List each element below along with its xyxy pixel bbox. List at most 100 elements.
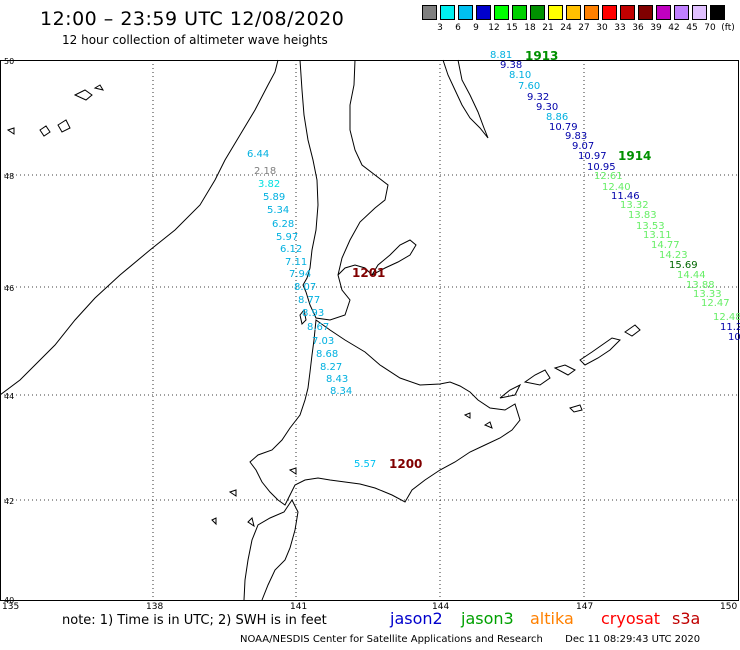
units-note: note: 1) Time is in UTC; 2) SWH is in fe… [62, 613, 327, 628]
mission-s3a: s3a [672, 609, 701, 628]
scale-label: 27 [578, 23, 590, 33]
latitude-label: 42 [4, 497, 15, 506]
wave-height-value: 8.43 [326, 374, 348, 385]
scale-swatch [674, 5, 689, 20]
wave-height-value: 12.47 [701, 298, 730, 309]
wave-height-value: 11.46 [611, 191, 640, 202]
wave-height-value: 12.48 [713, 312, 740, 323]
wave-height-value: 7.60 [518, 81, 540, 92]
latitude-label: 40 [4, 596, 15, 605]
scale-swatch [620, 5, 635, 20]
mission-jason2: jason2 [390, 609, 443, 628]
scale-label: 36 [632, 23, 644, 33]
longitude-label: 141 [290, 602, 308, 612]
wave-height-value: 13.33 [693, 289, 722, 300]
wave-height-value: 14.23 [659, 250, 688, 261]
scale-label: 15 [506, 23, 518, 33]
wave-height-value: 9.07 [572, 141, 594, 152]
wave-height-value: 9.38 [500, 60, 522, 71]
wave-height-value: 9.30 [536, 102, 558, 113]
scale-swatch [440, 5, 455, 20]
scale-label: 21 [542, 23, 554, 33]
wave-height-value: 3.82 [258, 179, 280, 190]
scale-label: 9 [473, 23, 479, 33]
mission-jason3: jason3 [461, 609, 514, 628]
pass-time-label: 1913 [525, 49, 558, 63]
wave-height-value: 10.97 [578, 151, 607, 162]
wave-height-value: 11.2 [720, 322, 740, 333]
wave-height-value: 7.03 [312, 336, 334, 347]
wave-height-value: 13.53 [636, 221, 665, 232]
wave-height-value: 5.97 [276, 232, 298, 243]
mission-cryosat: cryosat [601, 609, 661, 628]
scale-label: 18 [524, 23, 536, 33]
scale-label: 39 [650, 23, 662, 33]
latitude-label: 44 [4, 392, 15, 401]
wave-height-value: 6.28 [272, 219, 294, 230]
scale-swatch [422, 5, 437, 20]
wave-height-value: 8.77 [298, 295, 320, 306]
scale-label: 3 [437, 23, 443, 33]
scale-label: 33 [614, 23, 626, 33]
wave-height-value: 8.10 [509, 70, 531, 81]
longitude-label: 150 [720, 602, 738, 612]
scale-label: (ft) [721, 23, 735, 33]
footer-credit: NOAA/NESDIS Center for Satellite Applica… [240, 634, 700, 645]
wave-height-value: 13.83 [628, 210, 657, 221]
scale-swatch [530, 5, 545, 20]
longitude-label: 135 [2, 602, 20, 612]
longitude-label: 138 [146, 602, 164, 612]
wave-height-value: 5.57 [354, 459, 376, 470]
pass-time-label: 1200 [389, 457, 422, 471]
scale-swatch [602, 5, 617, 20]
pass-time-label: 1201 [352, 266, 385, 280]
wave-height-value: 8.86 [546, 112, 568, 123]
longitude-label: 147 [576, 602, 594, 612]
scale-label: 12 [488, 23, 500, 33]
latitude-label: 50 [4, 57, 15, 66]
scale-label: 24 [560, 23, 572, 33]
map-subtitle: 12 hour collection of altimeter wave hei… [62, 33, 328, 47]
wave-height-value: 5.34 [267, 205, 289, 216]
wave-height-value: 8.93 [302, 308, 324, 319]
scale-label: 6 [455, 23, 461, 33]
scale-label: 42 [668, 23, 680, 33]
wave-height-value: 9.83 [565, 131, 587, 142]
scale-swatch [566, 5, 581, 20]
color-scale-legend: 3 6 9 12 15 18 21 24 27 30 33 36 39 42 45 70 (ft) [422, 5, 735, 45]
wave-height-value: 6.44 [247, 149, 269, 160]
wave-height-value: 15.69 [669, 260, 698, 271]
scale-label: 30 [596, 23, 608, 33]
wave-height-value: 8.07 [294, 282, 316, 293]
mission-altika: altika [530, 609, 574, 628]
graticule [0, 60, 738, 600]
wave-height-value: 8.27 [320, 362, 342, 373]
scale-swatch [656, 5, 671, 20]
scale-swatch [476, 5, 491, 20]
scale-swatch [584, 5, 599, 20]
wave-height-value: 14.44 [677, 270, 706, 281]
wave-height-value: 13.32 [620, 200, 649, 211]
scale-swatch [692, 5, 707, 20]
wave-height-value: 10.95 [587, 162, 616, 173]
wave-height-value: 14.77 [651, 240, 680, 251]
wave-height-value: 2.18 [254, 166, 276, 177]
wave-height-value: 8.67 [307, 322, 329, 333]
latitude-label: 46 [4, 284, 15, 293]
longitude-label: 144 [432, 602, 450, 612]
scale-swatch [512, 5, 527, 20]
wave-height-value: 5.89 [263, 192, 285, 203]
map-title: 12:00 – 23:59 UTC 12/08/2020 [40, 8, 345, 30]
scale-swatch [548, 5, 563, 20]
scale-swatch [710, 5, 725, 20]
scale-swatch [458, 5, 473, 20]
wave-height-value: 6.12 [280, 244, 302, 255]
wave-height-value: 8.81 [490, 50, 512, 61]
wave-height-value: 13.88 [686, 280, 715, 291]
scale-label: 70 [704, 23, 716, 33]
wave-height-value: 12.40 [602, 182, 631, 193]
pass-time-label: 1914 [618, 149, 651, 163]
wave-height-value: 8.68 [316, 349, 338, 360]
credit-text: NOAA/NESDIS Center for Satellite Applica… [240, 634, 543, 645]
